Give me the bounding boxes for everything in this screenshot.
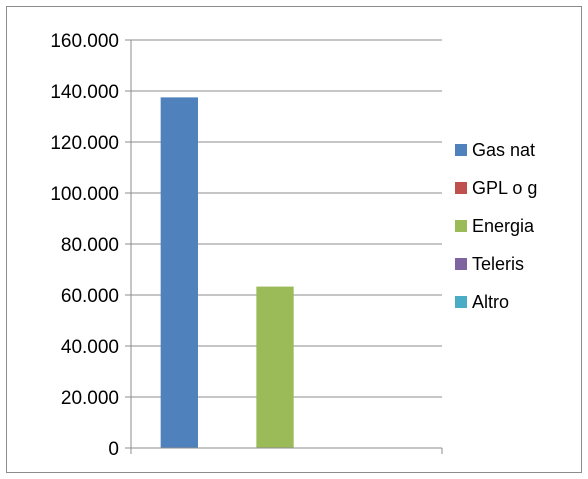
legend-swatch: [455, 144, 467, 156]
bar-3: [256, 286, 294, 448]
bar-chart: 0 20.000 40.000 60.000 80.000 100.000 120.000 1…: [50, 31, 537, 460]
y-tick-label: 40.000: [61, 337, 119, 358]
y-tick-label: 60.000: [61, 286, 119, 307]
legend-swatch: [455, 220, 467, 232]
y-tick-label: 20.000: [61, 388, 119, 409]
y-tick-label: 140.000: [50, 82, 119, 103]
legend-swatch: [455, 182, 467, 194]
chart-frame: 0 20.000 40.000 60.000 80.000 100.000 120.000 1…: [6, 6, 582, 473]
legend-label: Energia: [472, 216, 535, 236]
legend-label: GPL o g: [472, 178, 537, 198]
y-tick-label: 120.000: [50, 133, 119, 154]
legend-label: Teleris: [472, 254, 524, 274]
bar-1: [160, 97, 198, 448]
y-tick-label: 80.000: [61, 235, 119, 256]
y-tick-label: 160.000: [50, 31, 119, 52]
y-tick-label: 0: [108, 439, 119, 460]
y-tick-label: 100.000: [50, 184, 119, 205]
legend-label: Altro: [472, 292, 509, 312]
legend-label: Gas nat: [472, 140, 535, 160]
legend-swatch: [455, 296, 467, 308]
legend-swatch: [455, 258, 467, 270]
